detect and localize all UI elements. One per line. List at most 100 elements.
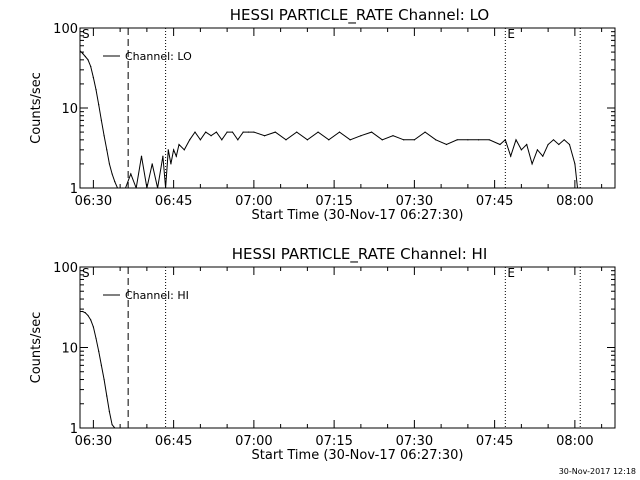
data-point	[338, 131, 341, 133]
data-point	[87, 59, 89, 61]
data-point	[114, 427, 116, 428]
data-point	[226, 131, 228, 133]
data-point	[103, 135, 105, 137]
x-tick-label: 07:45	[476, 194, 513, 209]
data-point	[413, 139, 415, 141]
data-point	[536, 149, 539, 151]
data-point	[119, 187, 121, 188]
data-point	[92, 326, 94, 328]
data-point	[205, 131, 207, 133]
data-point	[156, 187, 159, 188]
y-tick-label: 100	[53, 261, 78, 276]
data-point	[488, 139, 490, 141]
data-point	[526, 143, 528, 146]
data-point	[100, 364, 102, 366]
time-marker-label: S	[82, 27, 90, 41]
data-point	[381, 139, 383, 141]
data-point	[162, 155, 164, 157]
data-point	[242, 131, 244, 133]
data-point	[445, 143, 448, 146]
data-point	[247, 131, 250, 133]
x-tick-label: 07:00	[235, 434, 272, 449]
data-point	[306, 139, 308, 141]
x-axis-label: Start Time (30-Nov-17 06:27:30)	[252, 448, 464, 463]
time-marker-label: E	[507, 266, 515, 280]
data-point	[100, 119, 102, 121]
data-point	[349, 139, 351, 141]
data-point	[515, 139, 517, 141]
x-tick-label: 08:00	[556, 434, 593, 449]
data-point	[124, 187, 127, 188]
data-point	[531, 163, 533, 165]
data-point	[116, 187, 119, 188]
x-tick-label: 06:30	[75, 194, 112, 209]
x-tick-label: 08:00	[556, 194, 593, 209]
data-point	[499, 143, 501, 146]
data-point	[98, 350, 100, 352]
data-point	[563, 139, 565, 141]
data-point	[165, 187, 167, 188]
x-tick-label: 07:15	[315, 194, 352, 209]
chart-title: HESSI PARTICLE_RATE Channel: LO	[230, 6, 489, 25]
data-point	[173, 149, 175, 151]
x-tick-label: 07:30	[396, 194, 433, 209]
time-marker-label: E	[507, 27, 515, 41]
data-point	[170, 163, 172, 165]
chart-panel-1: HESSI PARTICLE_RATE Channel: LO 1 10 100 06:…	[29, 6, 616, 223]
data-point	[183, 149, 185, 151]
data-point	[210, 135, 212, 137]
data-point	[253, 131, 255, 133]
y-tick-label: 1	[70, 422, 78, 437]
data-point	[82, 52, 84, 55]
data-point	[504, 139, 506, 141]
x-axis-label: Start Time (30-Nov-17 06:27:30)	[252, 208, 464, 223]
data-point	[135, 187, 137, 188]
data-point	[552, 139, 555, 141]
chart-panel-2: HESSI PARTICLE_RATE Channel: HI 1 10 100 06:…	[29, 245, 616, 463]
data-point	[403, 139, 405, 141]
data-point	[520, 149, 522, 151]
data-point	[95, 337, 97, 339]
x-tick-label: 07:15	[315, 434, 352, 449]
data-point	[285, 139, 287, 141]
chart-title: HESSI PARTICLE_RATE Channel: HI	[232, 245, 488, 264]
data-point	[108, 163, 111, 165]
data-point	[189, 139, 191, 141]
data-point	[392, 135, 394, 137]
data-point	[106, 149, 108, 151]
x-tick-label: 07:00	[235, 194, 272, 209]
data-point	[296, 131, 298, 133]
data-point	[370, 131, 373, 133]
data-point	[435, 139, 437, 141]
y-axis-label: Counts/sec	[29, 72, 44, 144]
data-point	[558, 143, 560, 146]
data-point	[510, 155, 512, 157]
data-point	[237, 139, 239, 141]
y-tick-label: 100	[53, 22, 78, 37]
data-point	[328, 139, 330, 141]
y-tick-label: 1	[70, 182, 78, 197]
data-point	[221, 139, 223, 141]
data-point	[456, 139, 458, 141]
data-point	[111, 173, 113, 175]
data-point	[111, 424, 113, 426]
data-point	[114, 181, 116, 183]
footer-timestamp: 30-Nov-2017 12:18	[559, 467, 636, 476]
data-point	[82, 310, 84, 313]
data-point	[574, 163, 576, 165]
time-marker-label: S	[82, 266, 90, 280]
legend-label: Channel: HI	[125, 289, 189, 302]
x-tick-label: 07:30	[396, 434, 433, 449]
data-point	[263, 135, 266, 137]
data-point	[130, 173, 132, 175]
x-tick-label: 06:30	[75, 434, 112, 449]
data-point	[215, 131, 218, 133]
x-tick-label: 06:45	[155, 434, 192, 449]
data-point	[87, 314, 89, 317]
data-point	[199, 139, 201, 141]
data-series-line	[80, 50, 578, 188]
data-point	[146, 187, 148, 188]
legend-label: Channel: LO	[125, 50, 192, 63]
data-point	[477, 139, 480, 141]
